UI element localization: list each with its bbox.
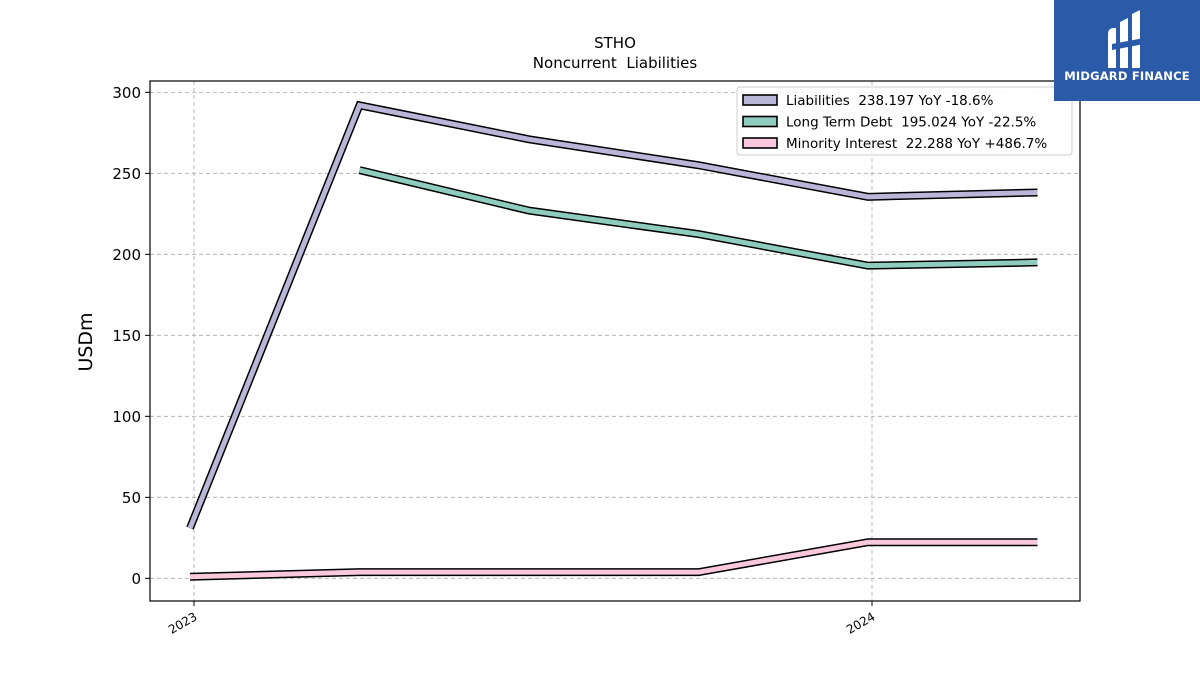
series-line-outline [358,166,1038,270]
y-tick-label: 150 [112,327,141,345]
chart-subtitle: Noncurrent Liabilities [533,54,698,72]
legend-swatch [742,94,778,106]
y-tick-label: 300 [112,84,141,102]
series-line-minority-interest [189,539,1038,580]
y-ticks: 0 50 100 150 200 250 300 [112,84,150,588]
midgard-logo-icon [1108,10,1144,68]
legend-swatch [742,137,778,149]
series-lines [186,100,1038,581]
series-line-outline [186,100,1038,530]
legend-box [736,86,1073,156]
x-ticks: 2023 2024 [166,601,878,637]
x-tick-label: 2024 [844,609,877,636]
grid [150,81,1080,601]
legend-label: Long Term Debt 195.024 YoY -22.5% [786,115,1036,131]
y-tick-label: 200 [112,246,141,264]
midgard-finance-logo: MIDGARD FINANCE [1054,0,1200,101]
x-tick-label: 2023 [166,609,199,636]
logo-text: MIDGARD FINANCE [1064,69,1190,83]
plot-frame [149,80,1081,602]
legend-swatch [742,115,778,128]
legend: Liabilities 238.197 YoY -18.6% Long Term … [736,86,1073,156]
series-line-long-term-debt [358,167,1038,269]
y-axis-label: USDm [75,312,97,371]
legend-label: Liabilities 238.197 YoY -18.6% [786,93,994,109]
legend-label: Minority Interest 22.288 YoY +486.7% [786,136,1047,152]
y-tick-label: 250 [112,165,141,183]
chart-title: STHO [594,34,636,52]
y-tick-label: 100 [112,408,141,426]
y-tick-label: 50 [122,489,141,507]
y-tick-label: 0 [131,570,141,588]
series-line-liabilities [187,102,1038,530]
